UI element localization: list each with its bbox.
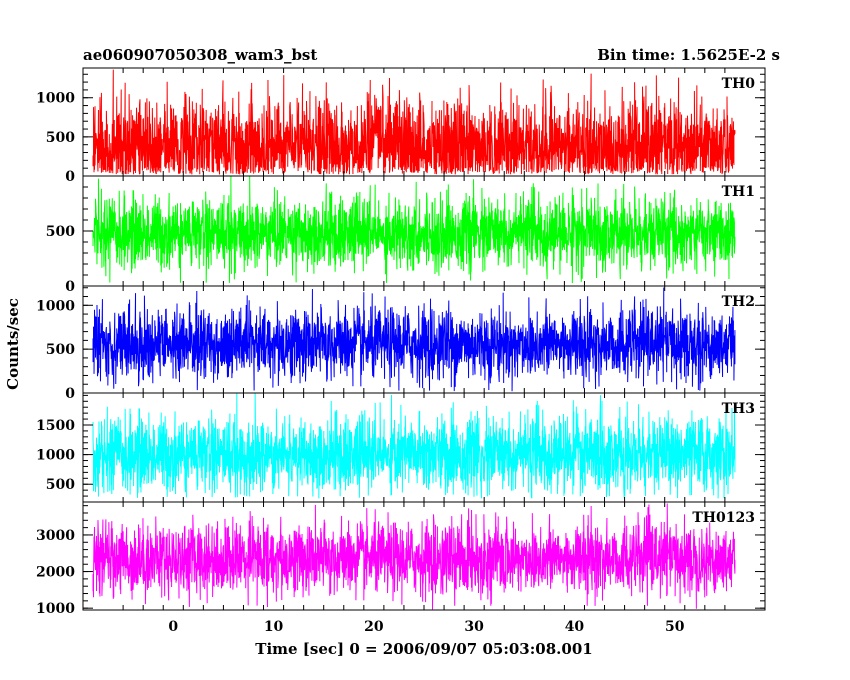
y-tick-label: 1500 <box>36 418 75 434</box>
series-label-th2: TH2 <box>722 294 755 310</box>
series-label-th0: TH0 <box>722 76 756 92</box>
y-axis-label: Counts/sec <box>4 298 22 390</box>
panels: 0 500 1000 TH0 0 500 TH1 0 500 1000 TH2 500 1000 1500… <box>36 67 766 617</box>
y-tick-label: 3000 <box>36 528 75 544</box>
y-tick-label: 0 <box>65 169 75 185</box>
y-tick-label: 500 <box>46 342 75 358</box>
x-tick-label: 10 <box>264 619 284 635</box>
y-tick-label: 0 <box>65 386 75 402</box>
y-tick-label: 2000 <box>36 565 75 581</box>
y-tick-label: 1000 <box>36 298 75 314</box>
x-axis-label: Time [sec] 0 = 2006/09/07 05:03:08.001 <box>255 640 592 658</box>
y-tick-label: 1000 <box>36 601 75 617</box>
y-tick-label: 500 <box>46 477 75 493</box>
chart-title: ae060907050308_wam3_bst <box>83 46 317 64</box>
panel-th2: 0 500 1000 TH2 <box>36 285 766 402</box>
y-tick-label: 0 <box>65 279 75 295</box>
panel-th0: 0 500 1000 TH0 <box>36 67 766 185</box>
y-tick-label: 500 <box>46 130 75 146</box>
x-tick-label: 40 <box>565 619 585 635</box>
x-tick-label: 30 <box>464 619 484 635</box>
x-tick-label: 20 <box>364 619 384 635</box>
panel-th0123: 1000 2000 3000 TH0123 <box>36 501 766 617</box>
series-label-th3: TH3 <box>722 401 755 417</box>
panel-th3: 500 1000 1500 TH3 <box>36 392 766 503</box>
series-line-th0123 <box>92 503 736 610</box>
series-line-th0 <box>92 69 736 175</box>
y-tick-label: 1000 <box>36 91 75 107</box>
x-tick-label: 0 <box>168 619 178 635</box>
x-axis-ticks: 0 10 20 30 40 50 <box>168 619 684 635</box>
panel-th1: 0 500 TH1 <box>46 175 766 295</box>
series-label-th1: TH1 <box>722 184 755 200</box>
series-line-th3 <box>92 393 736 499</box>
y-tick-label: 1000 <box>36 448 75 464</box>
x-tick-label: 50 <box>665 619 685 635</box>
bin-time-label: Bin time: 1.5625E-2 s <box>597 46 780 64</box>
series-line-th2 <box>92 287 736 392</box>
y-tick-label: 500 <box>46 224 75 240</box>
series-line-th1 <box>92 176 736 284</box>
series-label-th0123: TH0123 <box>692 510 755 526</box>
